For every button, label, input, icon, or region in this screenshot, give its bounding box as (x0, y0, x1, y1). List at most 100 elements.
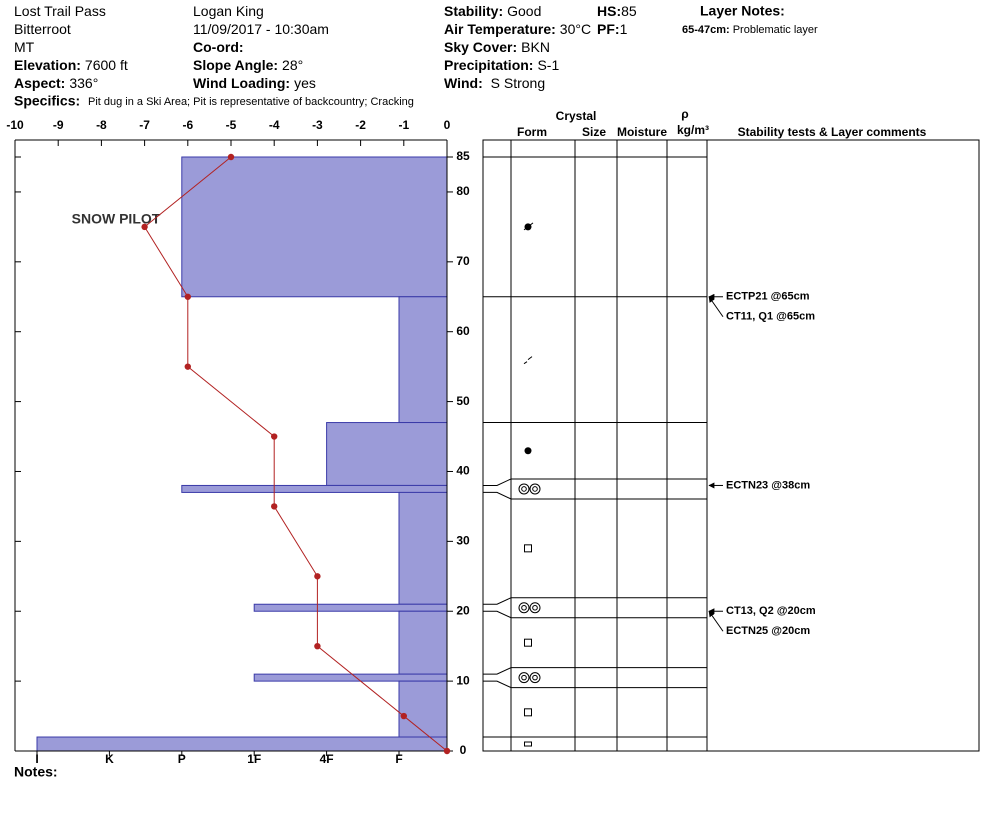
col-header: ρ (681, 107, 688, 121)
field-value: 28° (282, 57, 303, 73)
temperature-point (227, 153, 235, 161)
stability-test: ECTP21 @65cm (726, 291, 810, 303)
header-field: Wind: S Strong (444, 75, 545, 91)
hardness-layer (36, 736, 448, 752)
x-tick-label: -1 (398, 118, 409, 132)
field-label: Elevation: (14, 57, 81, 73)
field-value: Lost Trail Pass (14, 3, 106, 19)
form-icon (524, 638, 532, 647)
y-tick-label: 70 (456, 254, 470, 268)
layer-table (482, 139, 980, 752)
col-header: Crystal (556, 109, 597, 123)
y-tick-label: 20 (456, 603, 470, 617)
header-field: Sky Cover: BKN (444, 39, 550, 55)
test-arrow (708, 610, 724, 632)
stability-test: CT13, Q2 @20cm (726, 605, 816, 617)
x-tick-label: -9 (53, 118, 64, 132)
hardness-label: F (395, 752, 402, 766)
hardness-label: 4F (320, 752, 334, 766)
layer-note-range: 65-47cm: (682, 24, 730, 36)
hardness-label: I (35, 752, 38, 766)
y-tick-label: 85 (456, 149, 470, 163)
field-value: 30°C (560, 21, 591, 37)
header-field: Aspect: 336° (14, 75, 98, 91)
temperature-point (271, 433, 278, 440)
stability-test: ECTN23 @38cm (726, 479, 810, 491)
field-label: Stability: (444, 3, 503, 19)
x-tick-label: -6 (182, 118, 193, 132)
y-tick-label: 80 (456, 184, 470, 198)
field-value: 1 (620, 21, 628, 37)
header-field: Wind Loading: yes (193, 75, 316, 91)
col-header: Moisture (617, 125, 667, 139)
header-field: 11/09/2017 - 10:30am (193, 21, 329, 37)
temperature-point (443, 747, 451, 755)
field-value: BKN (521, 39, 550, 55)
hardness-layer (253, 603, 448, 612)
x-tick-label: -8 (96, 118, 107, 132)
form-icon (521, 674, 527, 681)
col-header: Stability tests & Layer comments (738, 125, 927, 139)
header-field: Air Temperature: 30°C (444, 21, 591, 37)
form-icon (518, 602, 530, 614)
layer-boundary (483, 478, 707, 486)
form-icon (518, 672, 530, 684)
field-value: 336° (69, 75, 98, 91)
notes-label: Notes: (14, 764, 58, 780)
stability-test: ECTN25 @20cm (726, 625, 810, 637)
layer-note: 65-47cm: Problematic layer (682, 24, 818, 36)
x-tick-label: -5 (226, 118, 237, 132)
y-tick-label: 50 (456, 394, 470, 408)
form-icon (529, 483, 541, 495)
form-icon (532, 486, 538, 492)
header-field: Slope Angle: 28° (193, 57, 303, 73)
field-label: Slope Angle: (193, 57, 278, 73)
hardness-layer (398, 296, 448, 424)
header-field: Co-ord: (193, 39, 244, 55)
layer-notes-title: Layer Notes: (700, 3, 785, 19)
header-field: PF:1 (597, 21, 628, 37)
field-value: 85 (621, 3, 637, 19)
header-field: Bitterroot (14, 21, 71, 37)
form-icon (524, 708, 532, 717)
temperature-point (314, 573, 321, 580)
temperature-point (400, 712, 407, 720)
layer-boundary (483, 680, 707, 689)
field-label: Wind Loading: (193, 75, 290, 91)
hardness-layer (253, 673, 448, 682)
col-header: kg/m³ (677, 123, 709, 137)
field-label: Co-ord: (193, 39, 244, 55)
field-value: MT (14, 39, 35, 55)
form-icon (523, 356, 533, 365)
field-value: Logan King (193, 3, 264, 19)
form-icon (532, 674, 538, 681)
field-value: Bitterroot (14, 21, 71, 37)
field-label: Aspect: (14, 75, 65, 91)
temperature-point (141, 223, 148, 231)
hardness-label: K (105, 752, 114, 766)
col-header: Size (582, 125, 606, 139)
field-value: S-1 (537, 57, 559, 73)
specifics-label: Specifics: (14, 93, 80, 109)
x-tick-label: -3 (312, 118, 323, 132)
temperature-point (314, 642, 321, 650)
header-field: Elevation: 7600 ft (14, 57, 128, 73)
header-field: MT (14, 39, 35, 55)
x-tick-label: 0 (444, 118, 451, 132)
col-header: Form (517, 125, 547, 139)
field-label: Sky Cover: (444, 39, 517, 55)
specifics-value: Pit dug in a Ski Area; Pit is representa… (88, 96, 414, 108)
form-icon (529, 672, 541, 684)
hardness-layer (398, 610, 448, 675)
hardness-layer (326, 422, 448, 486)
hardness-label: P (178, 752, 186, 766)
header-field: Precipitation: S-1 (444, 57, 559, 73)
y-tick-label: 0 (460, 743, 467, 757)
layer-boundary (483, 667, 707, 675)
temperature-point (184, 293, 191, 300)
field-value: S Strong (487, 75, 545, 91)
header-field: Lost Trail Pass (14, 3, 106, 19)
y-tick-label: 30 (456, 534, 470, 548)
hardness-layer (181, 156, 448, 298)
field-value: Good (507, 3, 541, 19)
